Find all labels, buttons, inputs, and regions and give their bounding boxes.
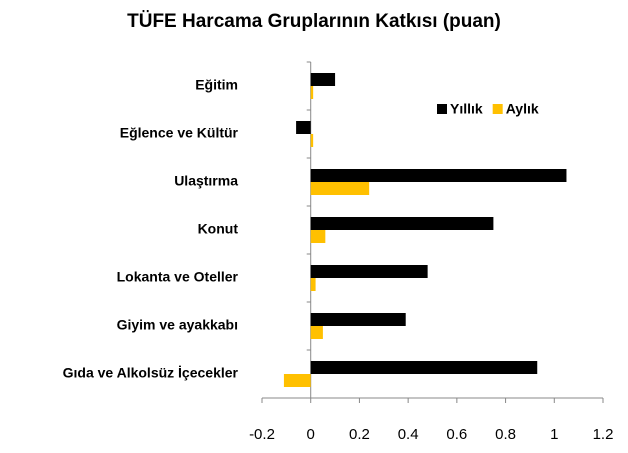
bar [310, 278, 316, 291]
bar [310, 361, 538, 374]
bar [310, 182, 370, 195]
bar [310, 230, 326, 243]
bar [310, 326, 323, 339]
x-tick-label: 0.8 [495, 426, 516, 443]
bar [310, 169, 567, 182]
y-tick-label: Eğlence ve Kültür [120, 125, 239, 141]
bar [310, 313, 406, 326]
x-tick-label: -0.2 [249, 426, 275, 443]
bar [283, 374, 311, 387]
y-tick-label: Eğitim [195, 77, 238, 93]
chart-title: TÜFE Harcama Gruplarının Katkısı (puan) [127, 11, 501, 32]
legend-label: Aylık [506, 101, 539, 117]
x-tick-label: 0 [307, 426, 315, 443]
bar [310, 217, 494, 230]
bar [310, 73, 336, 86]
bar [310, 86, 314, 99]
x-tick-label: 1.2 [593, 426, 614, 443]
y-tick-label: Gıda ve Alkolsüz İçecekler [63, 365, 239, 381]
y-tick-label: Giyim ve ayakkabı [117, 317, 238, 333]
y-tick-label: Lokanta ve Oteller [117, 269, 239, 285]
bar [296, 121, 311, 134]
x-tick-label: 0.6 [446, 426, 467, 443]
x-tick-label: 0.4 [398, 426, 419, 443]
bar [310, 265, 428, 278]
y-tick-label: Konut [198, 221, 239, 237]
x-tick-label: 1 [550, 426, 558, 443]
x-tick-label: 0.2 [349, 426, 370, 443]
legend-label: Yıllık [450, 101, 483, 117]
bar [310, 134, 314, 147]
legend-swatch [492, 104, 503, 114]
legend-swatch [437, 104, 447, 114]
y-tick-label: Ulaştırma [174, 173, 238, 189]
